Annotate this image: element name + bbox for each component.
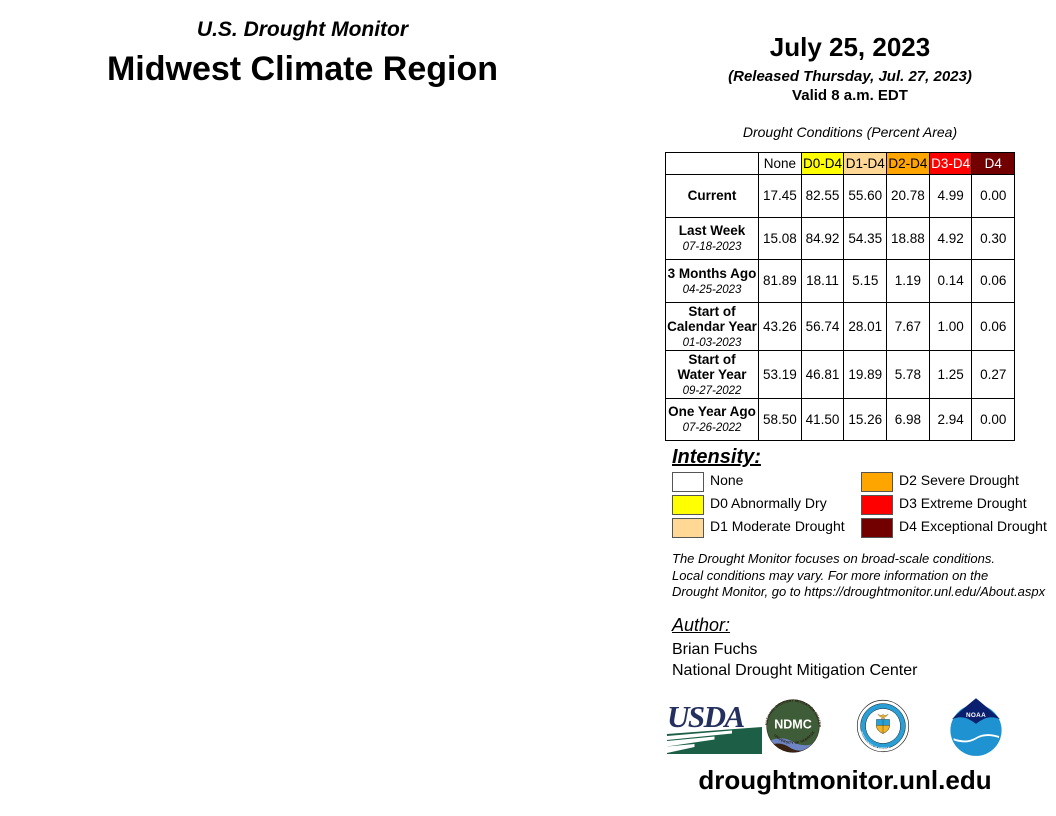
svg-text:USDA: USDA — [667, 699, 745, 734]
svg-text:NDMC: NDMC — [774, 718, 812, 732]
svg-text:NOAA: NOAA — [966, 712, 986, 719]
